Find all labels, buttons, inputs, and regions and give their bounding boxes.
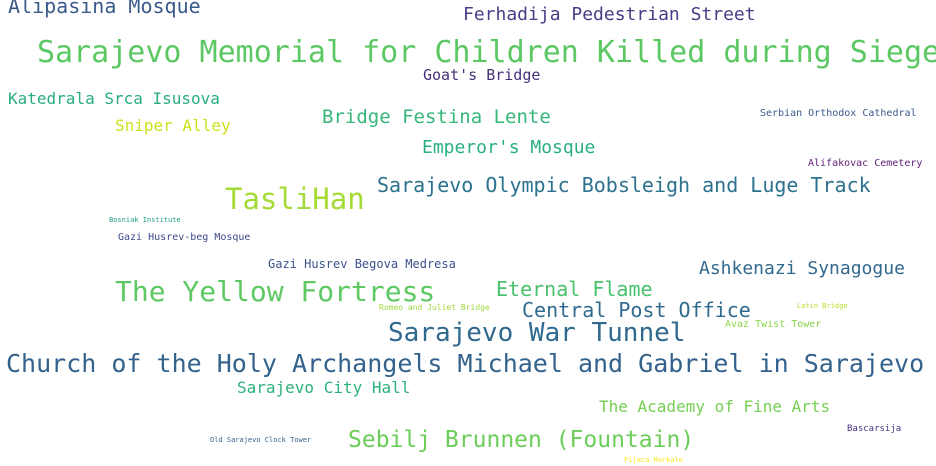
word-central-post-office: Central Post Office — [522, 298, 751, 322]
word-gazi-husrev-beg-mosque: Gazi Husrev-beg Mosque — [118, 232, 251, 243]
word-ferhadija-pedestrian-street: Ferhadija Pedestrian Street — [463, 4, 756, 25]
word-taslihan: TasliHan — [225, 182, 365, 216]
word-church-of-holy-archangels: Church of the Holy Archangels Michael an… — [6, 349, 925, 378]
word-sarajevo-memorial-for-children: Sarajevo Memorial for Children Killed du… — [37, 35, 936, 70]
word-romeo-and-juliet-bridge: Romeo and Juliet Bridge — [379, 303, 490, 312]
word-yellow-fortress: The Yellow Fortress — [115, 275, 436, 308]
word-gazi-husrev-begova-medresa: Gazi Husrev Begova Medresa — [268, 257, 456, 271]
word-sarajevo-war-tunnel: Sarajevo War Tunnel — [388, 318, 686, 348]
word-sebilj-brunnen: Sebilj Brunnen (Fountain) — [348, 427, 695, 453]
word-goats-bridge: Goat's Bridge — [423, 66, 541, 84]
word-alifakovac-cemetery: Alifakovac Cemetery — [808, 158, 923, 169]
word-bascarsija: Bascarsija — [847, 424, 902, 434]
word-katedrala-srca-isusova: Katedrala Srca Isusova — [8, 89, 220, 108]
word-alipasina-mosque: Alipasina Mosque — [8, 0, 201, 18]
word-bosniak-institute: Bosniak Institute — [109, 216, 181, 224]
word-serbian-orthodox-cathedral: Serbian Orthodox Cathedral — [760, 108, 917, 119]
word-academy-of-fine-arts: The Academy of Fine Arts — [599, 397, 831, 416]
word-avaz-twist-tower: Avaz Twist Tower — [725, 319, 822, 330]
word-sniper-alley: Sniper Alley — [115, 116, 231, 135]
word-eternal-flame: Eternal Flame — [496, 277, 653, 301]
word-pijaca-markale: Pijaca Markale — [624, 456, 684, 464]
word-old-sarajevo-clock-tower: Old Sarajevo Clock Tower — [210, 436, 312, 444]
word-olympic-bobsleigh-track: Sarajevo Olympic Bobsleigh and Luge Trac… — [377, 173, 871, 197]
word-ashkenazi-synagogue: Ashkenazi Synagogue — [699, 258, 905, 279]
word-latin-bridge: Latin Bridge — [797, 302, 848, 310]
word-sarajevo-city-hall: Sarajevo City Hall — [237, 378, 411, 397]
word-bridge-festina-lente: Bridge Festina Lente — [322, 106, 551, 128]
word-emperors-mosque: Emperor's Mosque — [422, 137, 596, 158]
